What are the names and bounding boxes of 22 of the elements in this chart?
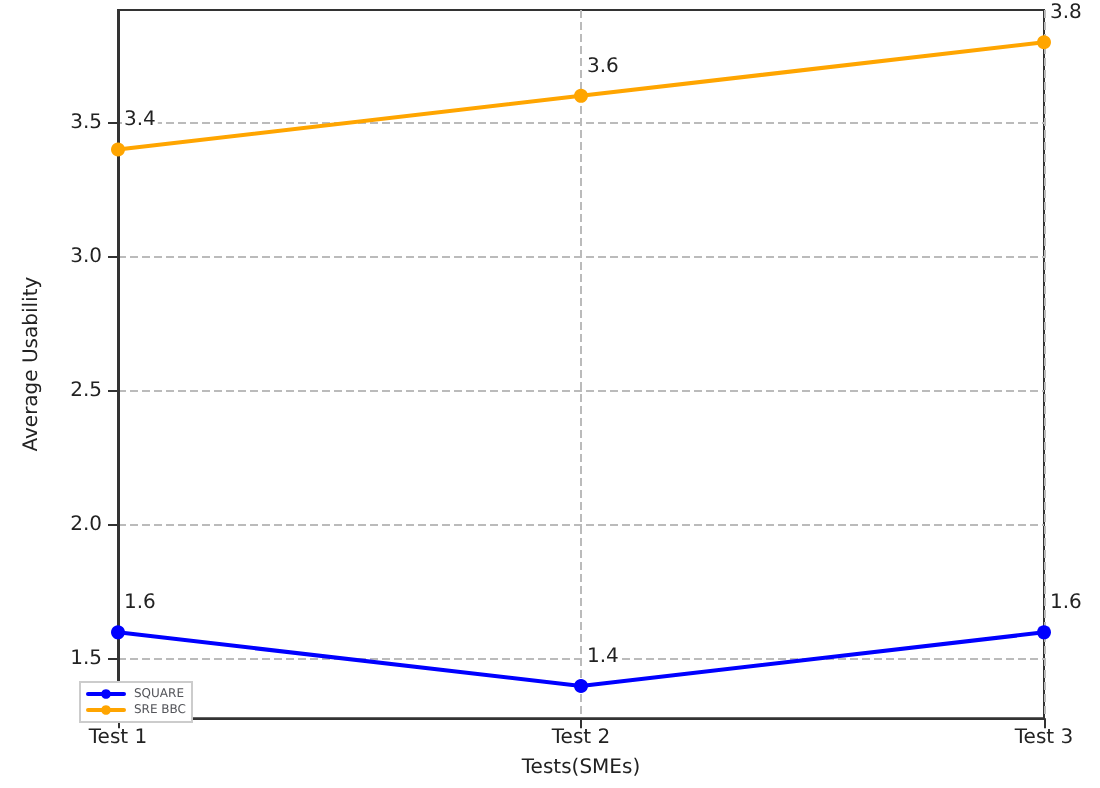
y-tick-label: 2.5: [70, 379, 102, 402]
point: [1037, 625, 1051, 640]
point: [574, 679, 588, 694]
x-axis-title: Tests(SMEs): [519, 757, 641, 779]
point: [111, 625, 125, 640]
data-label: 1.6: [1050, 592, 1082, 615]
y-tick-label: 3.0: [70, 245, 102, 268]
point: [111, 142, 125, 157]
y-tick-label: 2.0: [70, 514, 102, 537]
data-label: 3.6: [587, 55, 619, 78]
x-tick-label: Test 3: [1012, 727, 1074, 750]
point: [574, 88, 588, 103]
point: [1037, 35, 1051, 50]
data-label: 1.6: [124, 592, 156, 615]
data-label: 3.8: [1050, 2, 1082, 25]
x-tick-label: Test 1: [86, 727, 148, 750]
data-label: 1.4: [587, 646, 619, 669]
data-label: 3.4: [124, 109, 156, 132]
y-axis-title: Average Usability: [21, 276, 43, 452]
x-tick-label: Test 2: [549, 727, 611, 750]
y-tick-label: 3.5: [70, 111, 102, 134]
y-tick-label: 1.5: [70, 648, 102, 671]
